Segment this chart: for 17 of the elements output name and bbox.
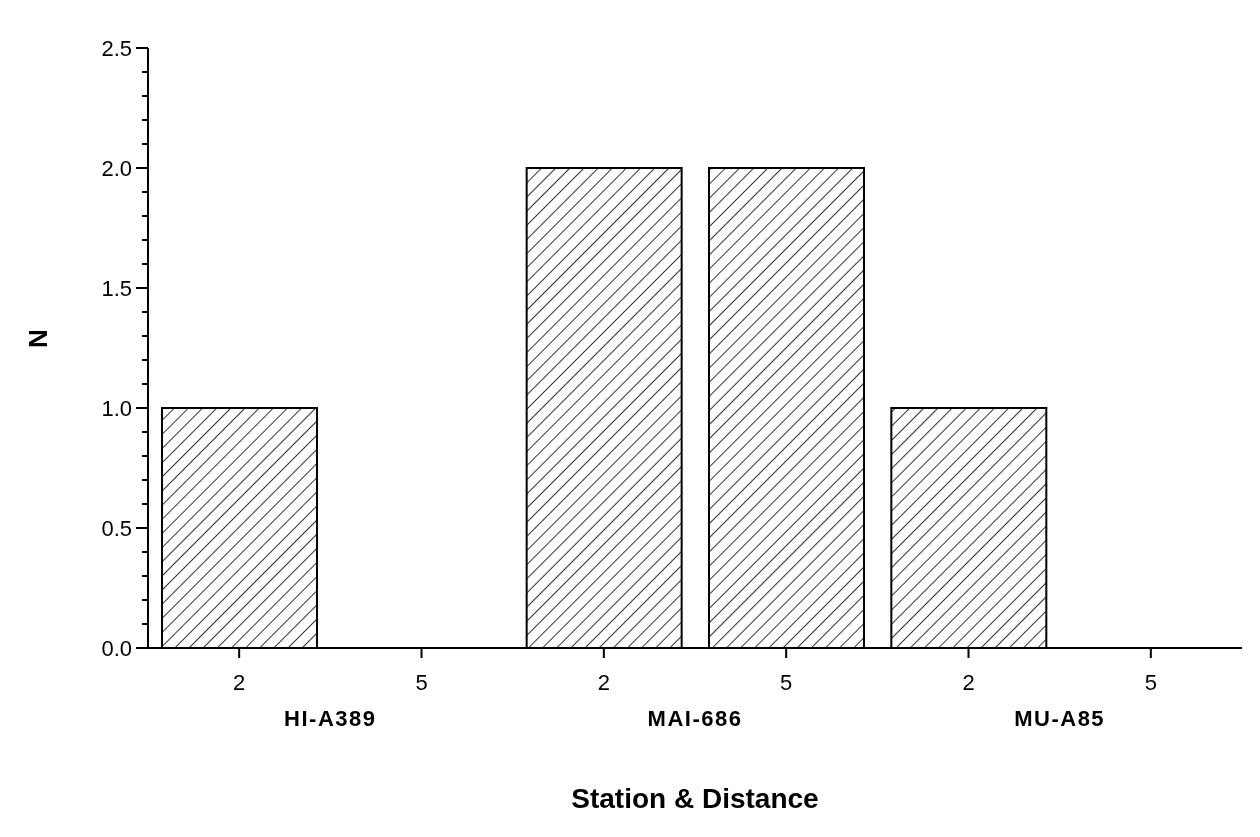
y-tick-label: 2.5 <box>101 36 132 61</box>
x-tick-label: 5 <box>415 670 428 695</box>
y-tick-label: 0.0 <box>101 636 132 661</box>
text: HI-A389 <box>284 706 377 731</box>
x-tick-label: 5 <box>780 670 793 695</box>
x-tick-label: 2 <box>233 670 246 695</box>
x-tick-label: 2 <box>962 670 975 695</box>
y-tick-label: 1.0 <box>101 396 132 421</box>
text: MU-A85 <box>1014 706 1106 731</box>
y-tick-label: 1.5 <box>101 276 132 301</box>
x-tick-label: 2 <box>597 670 610 695</box>
text: MAI-686 <box>647 706 743 731</box>
x-axis-title: Station & Distance <box>571 783 819 814</box>
y-tick-label: 0.5 <box>101 516 132 541</box>
y-axis-title: N <box>23 329 54 348</box>
x-tick-label: 5 <box>1144 670 1157 695</box>
y-tick-label: 2.0 <box>101 156 132 181</box>
